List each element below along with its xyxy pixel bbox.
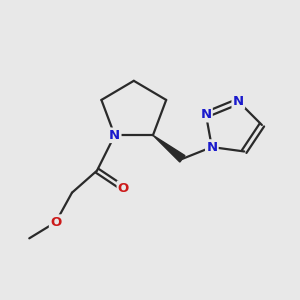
Text: N: N xyxy=(206,141,218,154)
Text: N: N xyxy=(109,129,120,142)
Text: O: O xyxy=(50,216,61,229)
Text: N: N xyxy=(200,108,211,121)
Text: N: N xyxy=(233,95,244,108)
Text: O: O xyxy=(118,182,129,195)
Polygon shape xyxy=(153,135,185,162)
